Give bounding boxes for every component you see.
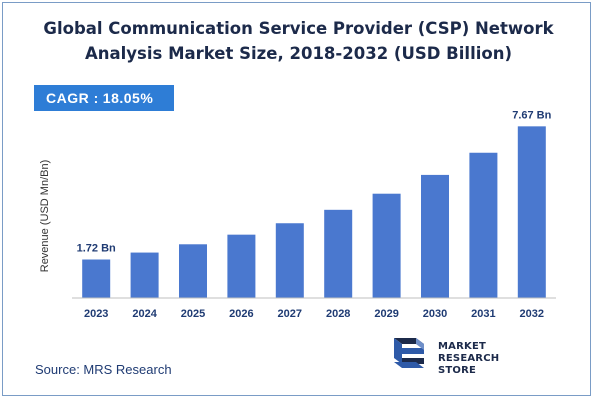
market-research-store-logo: MARKET RESEARCH STORE: [390, 334, 540, 377]
bar-2028: [324, 209, 353, 298]
x-tick-label: 2027: [278, 308, 302, 320]
logo-text-line-2: RESEARCH STORE: [438, 353, 500, 376]
x-tick-label: 2028: [326, 308, 350, 320]
bar-2026: [227, 234, 256, 298]
bar-2032: [517, 126, 546, 298]
logo-text: MARKET RESEARCH STORE: [438, 341, 540, 377]
bar-2030: [421, 174, 449, 298]
chart-title-line-1: Global Communication Service Provider (C…: [43, 19, 554, 38]
chart-title: Global Communication Service Provider (C…: [0, 16, 597, 66]
data-label: 1.72 Bn: [77, 243, 116, 255]
x-tick-label: 2030: [423, 308, 447, 320]
chart-title-line-2: Analysis Market Size, 2018-2032 (USD Bil…: [84, 44, 513, 63]
bar-2031: [469, 152, 498, 298]
bar-2027: [275, 223, 304, 298]
source-note: Source: MRS Research: [35, 362, 172, 377]
cagr-label: CAGR :: [46, 90, 99, 106]
x-tick-label: 2023: [84, 308, 108, 320]
bar-2029: [372, 193, 401, 298]
logo-mark-icon: [394, 338, 424, 368]
data-label: 7.67 Bn: [512, 109, 551, 121]
cagr-value: 18.05%: [102, 90, 154, 106]
x-tick-label: 2024: [132, 308, 157, 320]
bar-2024: [130, 252, 159, 298]
x-tick-label: 2032: [520, 308, 544, 320]
logo-text-line-1: MARKET: [438, 341, 486, 352]
x-tick-label: 2031: [471, 308, 495, 320]
x-tick-label: 2029: [374, 308, 398, 320]
x-tick-label: 2025: [181, 308, 205, 320]
x-tick-label: 2026: [229, 308, 253, 320]
bar-2025: [179, 244, 207, 298]
bar-2023: [82, 259, 111, 298]
cagr-badge: CAGR :18.05%: [34, 85, 174, 111]
